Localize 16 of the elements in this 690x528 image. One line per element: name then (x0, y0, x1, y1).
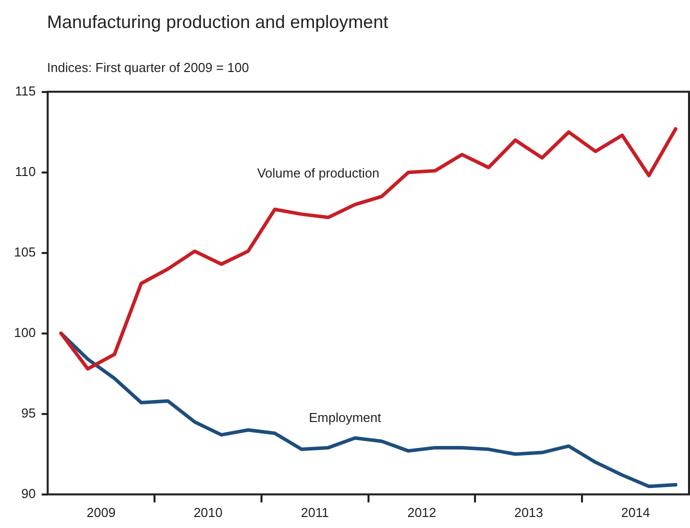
x-tick-label: 2012 (407, 504, 436, 520)
y-tick-label: 115 (14, 83, 36, 98)
y-tick-label: 110 (14, 164, 36, 179)
x-tick-label: 2011 (300, 504, 329, 520)
y-tick-label: 100 (14, 324, 36, 340)
series-label: Employment (308, 410, 382, 426)
x-tick-label: 2009 (86, 504, 116, 520)
series-label: Volume of production (257, 165, 380, 180)
y-tick-label: 95 (21, 405, 36, 420)
x-tick-label: 2013 (514, 504, 544, 520)
chart-title: Manufacturing production and employment (47, 12, 388, 33)
x-tick-label: 2010 (194, 504, 222, 520)
x-tick-label: 2014 (621, 504, 650, 520)
chart-subtitle: Indices: First quarter of 2009 = 100 (47, 60, 249, 75)
y-tick-label: 105 (14, 244, 36, 260)
y-tick-label: 90 (21, 486, 36, 501)
